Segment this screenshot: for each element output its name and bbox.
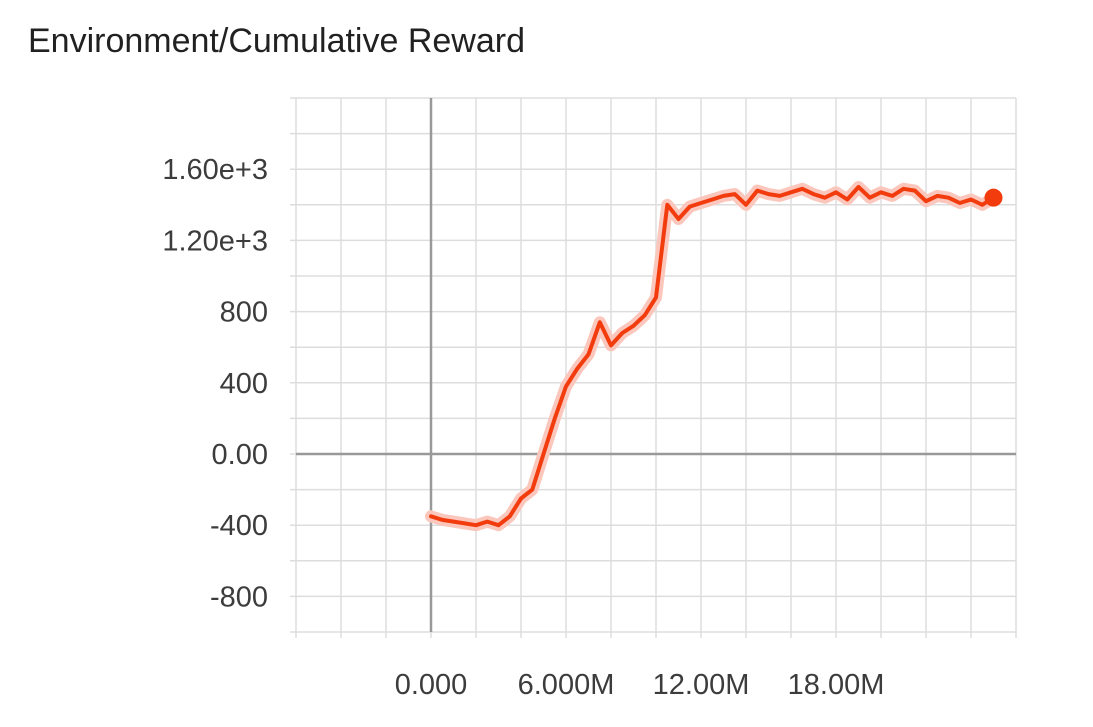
data-point xyxy=(643,313,647,317)
data-point xyxy=(632,324,635,328)
data-point xyxy=(620,331,624,335)
data-point xyxy=(845,197,849,201)
data-point xyxy=(688,205,692,209)
data-point xyxy=(587,352,590,356)
data-point xyxy=(812,192,815,196)
raw-series xyxy=(425,181,1000,532)
raw-series-line xyxy=(425,181,1000,532)
data-point xyxy=(800,187,804,191)
data-point xyxy=(519,497,523,500)
data-point xyxy=(834,190,838,194)
data-point xyxy=(463,521,467,525)
data-point xyxy=(947,196,950,200)
data-point xyxy=(654,295,658,299)
data-point xyxy=(530,488,534,492)
data-point xyxy=(733,192,737,196)
data-point xyxy=(440,518,444,522)
data-point xyxy=(485,520,489,524)
data-point xyxy=(710,197,714,201)
data-point xyxy=(575,367,579,371)
data-point xyxy=(935,194,939,198)
x-tick-label: 18.00M xyxy=(788,669,885,701)
data-point xyxy=(699,201,703,205)
data-point xyxy=(553,416,557,420)
series-end-marker xyxy=(984,188,1003,207)
data-point xyxy=(452,520,455,524)
y-tick-label: 800 xyxy=(220,297,268,329)
data-point xyxy=(474,523,478,527)
data-point xyxy=(497,523,500,527)
data-point xyxy=(980,203,984,207)
data-point xyxy=(868,196,872,200)
data-point xyxy=(879,190,883,194)
data-point xyxy=(598,320,602,324)
data-point xyxy=(665,203,669,207)
y-tick-label: -800 xyxy=(210,581,268,613)
data-point xyxy=(564,384,568,388)
data-point xyxy=(902,187,905,191)
data-point xyxy=(969,197,973,201)
data-point xyxy=(767,192,770,196)
chart-title: Environment/Cumulative Reward xyxy=(28,22,525,60)
data-point xyxy=(744,203,748,207)
data-point xyxy=(913,189,917,193)
y-tick-label: 1.20e+3 xyxy=(162,225,268,257)
data-point xyxy=(958,201,962,205)
data-point xyxy=(890,194,894,198)
data-point xyxy=(677,217,680,221)
data-point xyxy=(722,194,725,198)
data-point xyxy=(542,452,545,456)
x-tick-label: 6.000M xyxy=(518,669,615,701)
data-point xyxy=(508,514,512,518)
data-point xyxy=(857,185,860,189)
tick-labels: -800 -400 0.00 400 800 1.20e+3 1.60e+3 0.000 6.0… xyxy=(162,154,884,701)
data-point xyxy=(924,199,928,203)
data-point xyxy=(609,343,613,347)
x-tick-label: 0.000 xyxy=(395,669,468,701)
data-point xyxy=(778,194,782,198)
grid xyxy=(290,97,1017,638)
y-tick-label: -400 xyxy=(210,510,268,542)
y-tick-label: 400 xyxy=(220,368,268,400)
y-tick-label: 0.00 xyxy=(212,439,268,471)
axes xyxy=(296,98,1016,632)
data-point xyxy=(755,189,759,193)
smoothed-series xyxy=(429,185,1003,528)
data-point xyxy=(789,190,793,194)
data-point xyxy=(823,196,827,200)
data-point xyxy=(429,514,433,518)
y-tick-label: 1.60e+3 xyxy=(162,154,268,186)
x-tick-label: 12.00M xyxy=(653,669,750,701)
series-line xyxy=(429,185,996,528)
